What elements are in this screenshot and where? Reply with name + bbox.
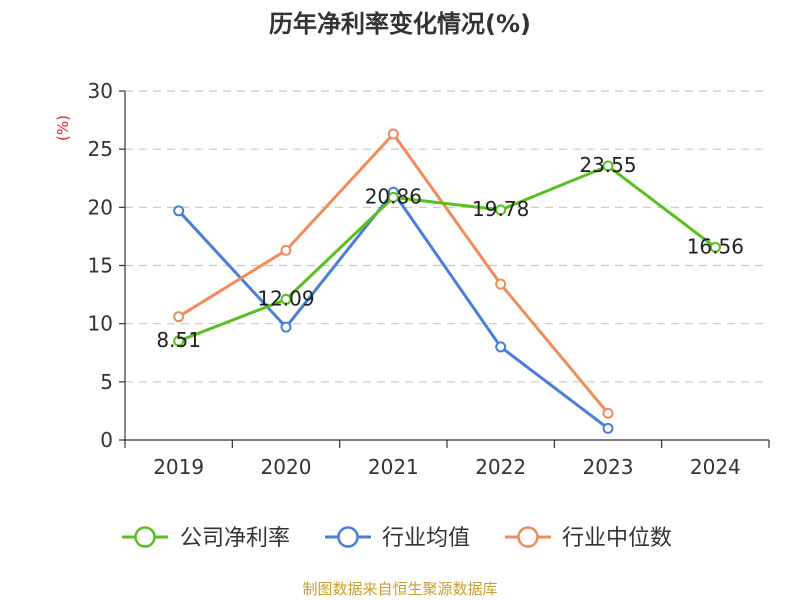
data-point[interactable]: [173, 311, 185, 323]
series-2: [173, 128, 614, 419]
x-tick-label: 2021: [368, 455, 419, 479]
data-point[interactable]: [387, 128, 399, 140]
y-tick-label: 10: [88, 312, 113, 336]
series-0: [173, 160, 721, 347]
legend-swatch-marker: [134, 526, 156, 548]
y-tick-label: 30: [88, 79, 113, 103]
source-note: 制图数据来自恒生聚源数据库: [302, 580, 498, 598]
data-label: 20.86: [365, 184, 422, 208]
legend-item[interactable]: 行业中位数: [505, 526, 672, 551]
x-tick-label: 2022: [475, 455, 526, 479]
series-1: [173, 186, 614, 434]
data-label: 8.51: [156, 328, 201, 352]
data-point[interactable]: [602, 422, 614, 434]
legend-swatch-marker: [337, 526, 359, 548]
legend-label: 公司净利率: [180, 526, 290, 551]
legend-item[interactable]: 公司净利率: [122, 526, 290, 551]
axes: 0 5 10 15 20 25 30 2019 2020 2021 2022 2023 2024: [88, 79, 770, 479]
y-tick-label: 0: [100, 428, 113, 452]
data-labels: 8.51 12.09 20.86 19.78 23.55 16.56: [156, 153, 744, 352]
series-line: [177, 132, 610, 415]
grid-lines: [125, 90, 769, 383]
chart-title: 历年净利率变化情况(%): [269, 10, 531, 38]
y-tick-label: 5: [100, 370, 113, 394]
legend-swatch-marker: [517, 526, 539, 548]
data-label: 12.09: [257, 286, 314, 310]
data-point[interactable]: [173, 335, 185, 347]
data-point[interactable]: [280, 321, 292, 333]
x-tick-label: 2020: [261, 455, 312, 479]
x-tick-label: 2024: [690, 455, 741, 479]
y-axis-label: (%): [54, 115, 72, 141]
legend[interactable]: 公司净利率 行业均值 行业中位数: [122, 526, 672, 551]
data-point[interactable]: [602, 160, 614, 172]
legend-label: 行业中位数: [562, 526, 672, 551]
y-tick-label: 25: [88, 137, 113, 161]
data-point[interactable]: [280, 244, 292, 256]
data-point[interactable]: [280, 293, 292, 305]
legend-item[interactable]: 行业均值: [325, 526, 470, 551]
data-point[interactable]: [709, 241, 721, 253]
data-point[interactable]: [495, 278, 507, 290]
data-point[interactable]: [173, 205, 185, 217]
series-layer: [173, 128, 721, 434]
data-label: 23.55: [579, 153, 636, 177]
series-line: [178, 164, 717, 343]
y-tick-label: 15: [88, 254, 113, 278]
series-line: [177, 190, 609, 430]
data-point[interactable]: [495, 204, 507, 216]
x-tick-label: 2019: [153, 455, 204, 479]
data-label: 16.56: [687, 234, 744, 258]
data-label: 19.78: [472, 197, 529, 221]
data-point[interactable]: [495, 341, 507, 353]
x-tick-label: 2023: [583, 455, 634, 479]
y-tick-label: 20: [88, 195, 113, 219]
data-point[interactable]: [387, 191, 399, 203]
data-point[interactable]: [602, 407, 614, 419]
legend-label: 行业均值: [382, 526, 470, 551]
